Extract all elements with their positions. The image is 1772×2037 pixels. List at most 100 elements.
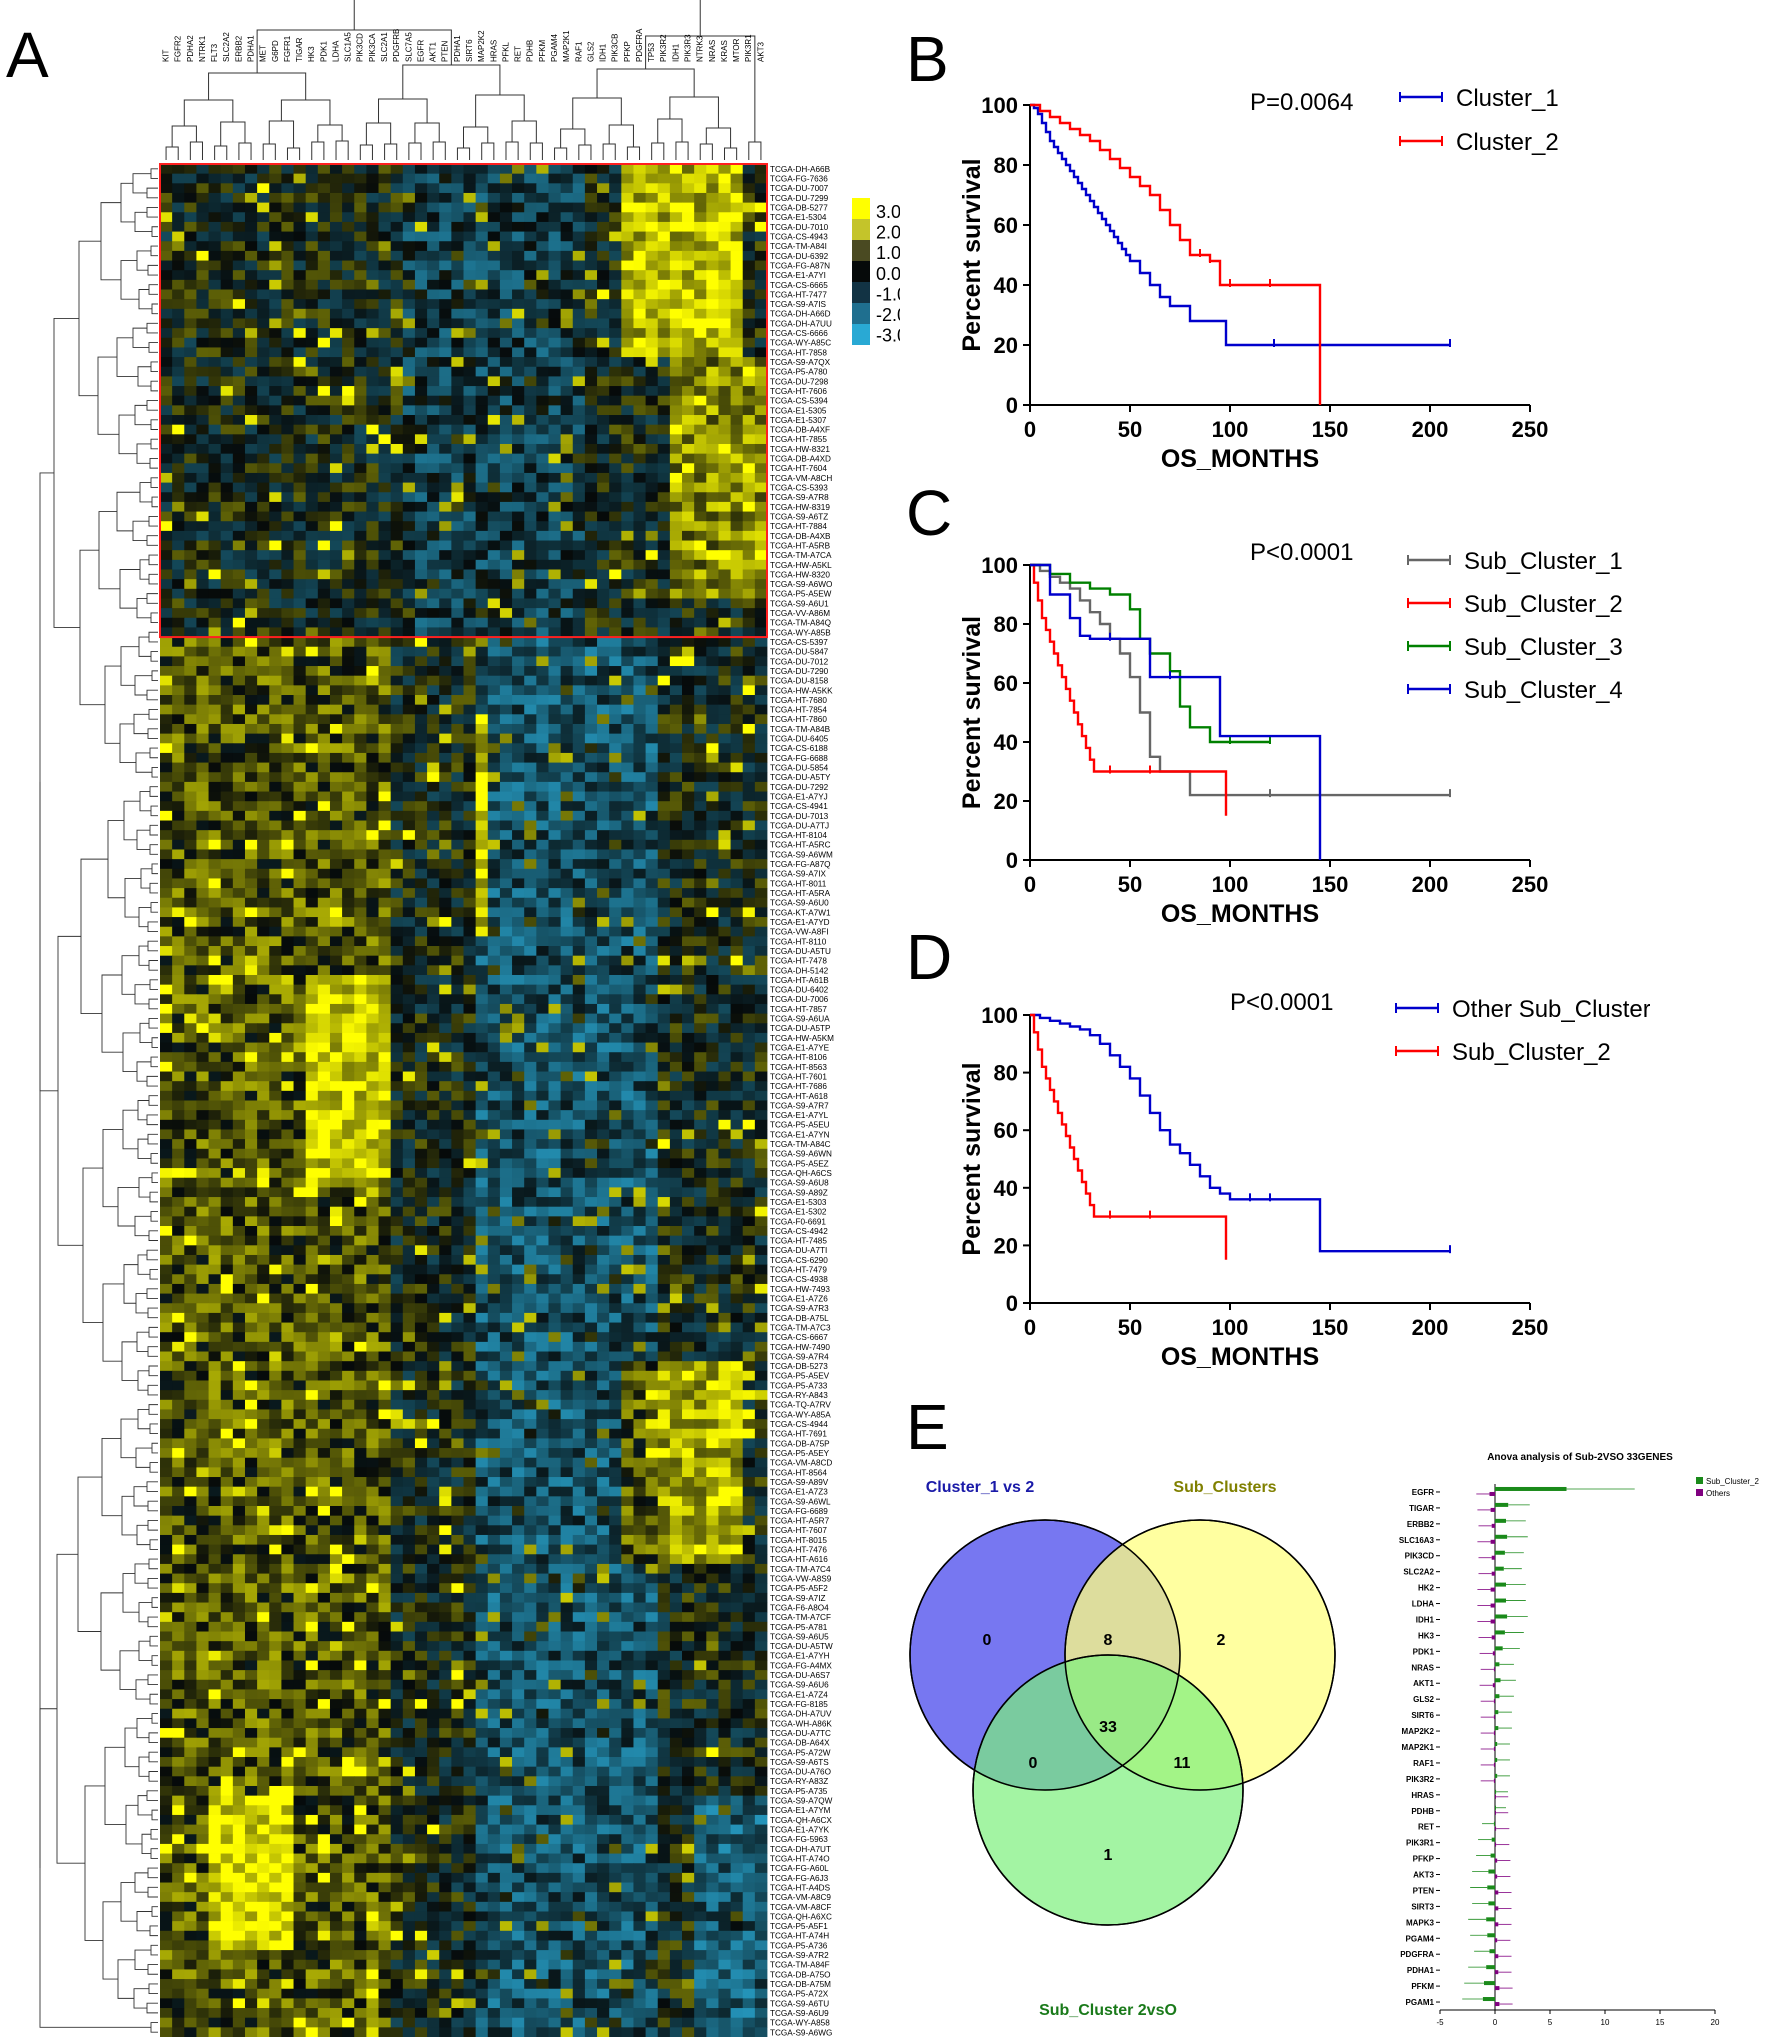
heatmap-cell bbox=[536, 1013, 549, 1024]
heatmap-cell bbox=[414, 743, 428, 754]
heatmap-cell bbox=[487, 299, 501, 310]
heatmap-cell bbox=[196, 984, 209, 995]
dendrogram-branch bbox=[149, 844, 158, 855]
heatmap-cell bbox=[548, 511, 562, 522]
heatmap-cell bbox=[706, 868, 719, 879]
heatmap-cell bbox=[451, 627, 464, 638]
heatmap-cell bbox=[524, 530, 537, 541]
heatmap-cell bbox=[694, 781, 707, 792]
heatmap-cell bbox=[451, 598, 464, 609]
heatmap-cell bbox=[390, 878, 404, 889]
heatmap-cell bbox=[196, 733, 209, 744]
heatmap-cell bbox=[414, 1052, 428, 1063]
heatmap-cell bbox=[414, 202, 428, 213]
heatmap-cell bbox=[572, 656, 586, 667]
heatmap-cell bbox=[682, 299, 695, 310]
heatmap-cell bbox=[548, 714, 562, 725]
heatmap-cell bbox=[160, 888, 173, 899]
heatmap-cell bbox=[196, 723, 209, 735]
heatmap-cell bbox=[354, 260, 367, 271]
heatmap-cell bbox=[584, 791, 598, 802]
heatmap-cell bbox=[475, 1061, 489, 1072]
heatmap-cell bbox=[184, 839, 197, 850]
dendrogram-branch bbox=[136, 1061, 151, 1082]
heatmap-cell bbox=[366, 231, 379, 242]
heatmap-cell bbox=[718, 443, 731, 455]
heatmap-cell bbox=[196, 221, 209, 232]
heatmap-cell bbox=[402, 917, 416, 928]
heatmap-cell bbox=[524, 443, 537, 455]
heatmap-cell bbox=[669, 530, 683, 541]
heatmap-cell bbox=[584, 279, 598, 290]
heatmap-cell bbox=[378, 241, 392, 252]
heatmap-cell bbox=[232, 646, 246, 657]
heatmap-cell bbox=[536, 270, 549, 281]
heatmap-cell bbox=[196, 974, 209, 986]
heatmap-cell bbox=[329, 917, 343, 928]
heatmap-cell bbox=[512, 337, 525, 348]
dendrogram-branch bbox=[139, 559, 149, 580]
heatmap-cell bbox=[269, 260, 282, 271]
heatmap-cell bbox=[633, 907, 646, 918]
heatmap-cell bbox=[536, 955, 549, 966]
heatmap-cell bbox=[694, 501, 707, 512]
heatmap-cell bbox=[172, 482, 185, 493]
heatmap-cell bbox=[244, 173, 258, 184]
heatmap-cell bbox=[742, 598, 756, 609]
heatmap-cell bbox=[390, 849, 404, 860]
heatmap-cell bbox=[366, 656, 379, 667]
heatmap-cell bbox=[232, 164, 246, 175]
heatmap-cell bbox=[597, 666, 610, 677]
heatmap-cell bbox=[609, 627, 622, 638]
heatmap-cell bbox=[220, 830, 234, 841]
heatmap-cell bbox=[621, 646, 634, 657]
heatmap-cell bbox=[609, 994, 622, 1005]
heatmap-cell bbox=[305, 781, 319, 792]
heatmap-cell bbox=[390, 492, 404, 503]
heatmap-cell bbox=[220, 627, 234, 638]
heatmap-cell bbox=[317, 299, 331, 310]
heatmap-cell bbox=[269, 675, 282, 686]
heatmap-cell bbox=[378, 1013, 392, 1024]
dendrogram-branch bbox=[748, 141, 762, 160]
heatmap-cell bbox=[621, 241, 634, 252]
heatmap-cell bbox=[293, 173, 307, 184]
heatmap-cell bbox=[305, 994, 319, 1005]
heatmap-cell bbox=[742, 318, 756, 329]
heatmap-cell bbox=[657, 357, 671, 368]
heatmap-cell bbox=[597, 279, 610, 290]
heatmap-cell bbox=[366, 386, 379, 397]
heatmap-cell bbox=[463, 289, 477, 300]
heatmap-cell bbox=[621, 395, 634, 406]
gene-label: GLS2 bbox=[586, 41, 595, 62]
heatmap-cell bbox=[305, 443, 319, 455]
dendrogram-branch bbox=[146, 2002, 158, 2014]
heatmap-cell bbox=[439, 1013, 452, 1024]
heatmap-cell bbox=[378, 723, 392, 735]
heatmap-cell bbox=[706, 907, 719, 918]
heatmap-cell bbox=[645, 318, 659, 329]
heatmap-cell bbox=[669, 550, 683, 561]
heatmap-cell bbox=[609, 617, 622, 628]
heatmap-cell bbox=[329, 366, 343, 377]
heatmap-cell bbox=[572, 1013, 586, 1024]
heatmap-cell bbox=[329, 559, 343, 570]
heatmap-cell bbox=[524, 752, 537, 763]
heatmap-cell bbox=[669, 366, 683, 377]
heatmap-cell bbox=[742, 289, 756, 300]
heatmap-cell bbox=[244, 666, 258, 677]
heatmap-cell bbox=[317, 608, 331, 619]
heatmap-cell bbox=[439, 946, 452, 957]
heatmap-cell bbox=[244, 231, 258, 242]
heatmap-cell bbox=[329, 357, 343, 368]
heatmap-cell bbox=[451, 897, 464, 908]
heatmap-cell bbox=[402, 888, 416, 899]
heatmap-cell bbox=[718, 1023, 731, 1034]
heatmap-cell bbox=[706, 810, 719, 821]
heatmap-cell bbox=[232, 1013, 246, 1024]
heatmap-cell bbox=[730, 472, 744, 483]
heatmap-cell bbox=[160, 1061, 173, 1072]
heatmap-cell bbox=[645, 946, 659, 957]
heatmap-cell bbox=[657, 859, 671, 870]
heatmap-cell bbox=[269, 415, 282, 426]
